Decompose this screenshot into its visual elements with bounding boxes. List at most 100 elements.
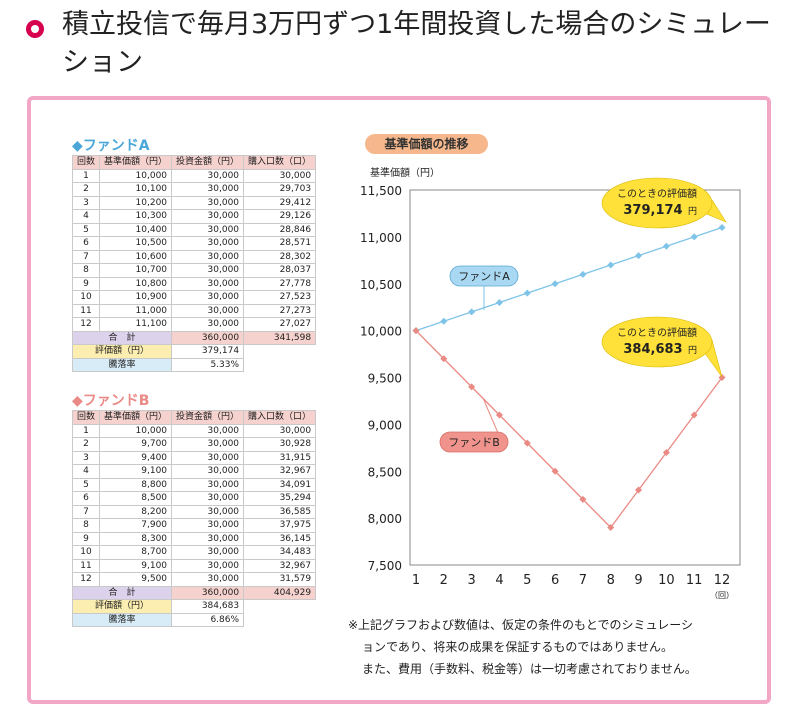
table-cell-nav: 10,200 xyxy=(99,195,173,210)
table-cell-invest: 30,000 xyxy=(171,222,245,237)
table-cell-units: 32,967 xyxy=(243,558,317,573)
table-cell-invest: 30,000 xyxy=(171,545,245,560)
table-eval-row: 評価額（円） 379,174 xyxy=(71,344,316,359)
table-cell-nav: 10,600 xyxy=(99,249,173,264)
table-row: 5 10,400 30,000 28,846 xyxy=(71,222,317,237)
page-title: 積立投信で毎月3万円ずつ1年間投資した場合のシミュレーション xyxy=(62,9,771,78)
table-cell-nav: 9,100 xyxy=(99,558,173,573)
table-cell-count: 10 xyxy=(71,290,101,305)
table-cell-nav: 10,800 xyxy=(99,276,173,291)
table-header-cell: 回数 xyxy=(71,410,101,425)
table-cell-units: 28,302 xyxy=(243,249,317,264)
table-cell-units: 34,091 xyxy=(243,477,317,492)
table-row: 6 10,500 30,000 28,571 xyxy=(71,236,317,251)
table-cell-invest: 30,000 xyxy=(171,558,245,573)
table-cell-units: 30,000 xyxy=(243,168,317,183)
table-cell-units: 30,000 xyxy=(243,423,317,438)
table-cell-nav: 9,700 xyxy=(99,437,173,452)
table-cell-invest: 30,000 xyxy=(171,209,245,224)
table-cell-units: 28,571 xyxy=(243,236,317,251)
table-header-cell: 回数 xyxy=(71,155,101,170)
table-cell-count: 4 xyxy=(71,464,101,479)
disclaimer-note: ※上記グラフおよび数値は、仮定の条件のもとでのシミュレーシ ョンであり、将来の成… xyxy=(348,614,768,680)
title-area: 積立投信で毎月3万円ずつ1年間投資した場合のシミュレーション xyxy=(0,0,795,90)
table-cell-invest: 30,000 xyxy=(171,290,245,305)
table-cell-count: 7 xyxy=(71,249,101,264)
fund-a-table: 回数 基準価額（円） 投資金額（円） 購入口数（口） 1 10,000 30,000 30,0… xyxy=(71,155,317,372)
table-cell-invest: 30,000 xyxy=(171,423,245,438)
table-cell-invest: 30,000 xyxy=(171,303,245,318)
table-cell-count: 11 xyxy=(71,303,101,318)
table-header-cell: 購入口数（口） xyxy=(243,410,317,425)
table-cell-units: 27,523 xyxy=(243,290,317,305)
table-cell-units: 36,145 xyxy=(243,531,317,546)
table-cell-units: 34,483 xyxy=(243,545,317,560)
table-cell-nav: 10,700 xyxy=(99,263,173,278)
table-cell-units: 29,703 xyxy=(243,182,317,197)
table-header-row: 回数 基準価額（円） 投資金額（円） 購入口数（口） xyxy=(71,155,317,170)
total-invest: 360,000 xyxy=(171,330,245,345)
table-cell-nav: 11,000 xyxy=(99,303,173,318)
note-line-2: ョンであり、将来の成果を保証するものではありません。 xyxy=(362,640,674,654)
table-row: 9 8,300 30,000 36,145 xyxy=(71,531,317,546)
eval-value: 379,174 xyxy=(171,344,245,359)
rate-label: 騰落率 xyxy=(71,357,173,372)
table-cell-invest: 30,000 xyxy=(171,263,245,278)
total-label: 合 計 xyxy=(71,330,173,345)
table-cell-units: 27,027 xyxy=(243,317,317,332)
table-row: 11 11,000 30,000 27,273 xyxy=(71,303,317,318)
eval-label: 評価額（円） xyxy=(71,599,173,614)
table-cell-units: 36,585 xyxy=(243,504,317,519)
table-row: 8 7,900 30,000 37,975 xyxy=(71,518,317,533)
table-cell-nav: 7,900 xyxy=(99,518,173,533)
table-cell-nav: 8,200 xyxy=(99,504,173,519)
table-rate-row: 騰落率 5.33% xyxy=(71,357,316,372)
table-cell-nav: 11,100 xyxy=(99,317,173,332)
table-cell-nav: 9,400 xyxy=(99,450,173,465)
table-cell-invest: 30,000 xyxy=(171,317,245,332)
table-cell-invest: 30,000 xyxy=(171,249,245,264)
rate-label: 騰落率 xyxy=(71,612,173,627)
total-units: 341,598 xyxy=(243,330,317,345)
table-row: 4 9,100 30,000 32,967 xyxy=(71,464,317,479)
table-cell-invest: 30,000 xyxy=(171,518,245,533)
table-cell-nav: 9,100 xyxy=(99,464,173,479)
table-cell-nav: 10,100 xyxy=(99,182,173,197)
table-total-row: 合 計 360,000 404,929 xyxy=(71,585,317,600)
eval-value: 384,683 xyxy=(171,599,245,614)
table-cell-units: 28,846 xyxy=(243,222,317,237)
total-label: 合 計 xyxy=(71,585,173,600)
table-row: 2 10,100 30,000 29,703 xyxy=(71,182,317,197)
table-row: 1 10,000 30,000 30,000 xyxy=(71,168,317,183)
table-cell-nav: 8,800 xyxy=(99,477,173,492)
table-cell-nav: 10,500 xyxy=(99,236,173,251)
table-row: 10 8,700 30,000 34,483 xyxy=(71,545,317,560)
table-cell-invest: 30,000 xyxy=(171,531,245,546)
table-cell-invest: 30,000 xyxy=(171,491,245,506)
eval-label: 評価額（円） xyxy=(71,344,173,359)
table-row: 12 9,500 30,000 31,579 xyxy=(71,572,317,587)
table-row: 3 10,200 30,000 29,412 xyxy=(71,195,317,210)
table-cell-units: 27,273 xyxy=(243,303,317,318)
table-row: 3 9,400 30,000 31,915 xyxy=(71,450,317,465)
table-cell-units: 28,037 xyxy=(243,263,317,278)
table-cell-count: 8 xyxy=(71,518,101,533)
table-row: 9 10,800 30,000 27,778 xyxy=(71,276,317,291)
table-cell-count: 12 xyxy=(71,317,101,332)
table-total-row: 合 計 360,000 341,598 xyxy=(71,330,317,345)
table-cell-invest: 30,000 xyxy=(171,477,245,492)
fund-a-heading: ◆ファンドA xyxy=(72,138,150,154)
table-cell-count: 3 xyxy=(71,450,101,465)
table-cell-units: 31,915 xyxy=(243,450,317,465)
table-cell-nav: 8,300 xyxy=(99,531,173,546)
note-line-3: また、費用（手数料、税金等）は一切考慮されておりません。 xyxy=(362,662,697,676)
table-cell-nav: 10,000 xyxy=(99,423,173,438)
table-row: 5 8,800 30,000 34,091 xyxy=(71,477,317,492)
table-cell-nav: 9,500 xyxy=(99,572,173,587)
table-header-row: 回数 基準価額（円） 投資金額（円） 購入口数（口） xyxy=(71,410,317,425)
chart-title: 基準価額の推移 xyxy=(365,134,488,154)
table-row: 6 8,500 30,000 35,294 xyxy=(71,491,317,506)
table-rate-row: 騰落率 6.86% xyxy=(71,612,316,627)
fund-b-table: 回数 基準価額（円） 投資金額（円） 購入口数（口） 1 10,000 30,000 30,0… xyxy=(71,410,317,627)
table-cell-count: 12 xyxy=(71,572,101,587)
